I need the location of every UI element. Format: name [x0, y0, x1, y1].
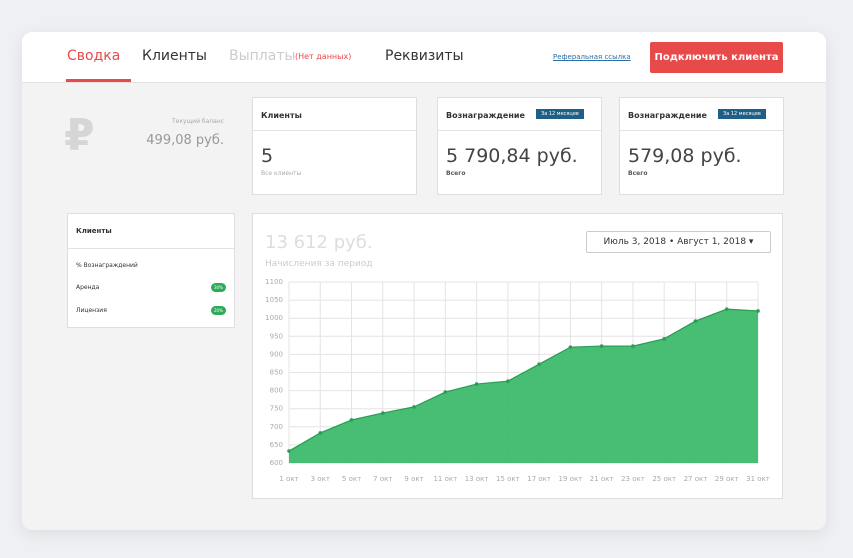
balance-label: Текущий баланс: [172, 118, 224, 125]
row-label: Лицензия: [76, 307, 107, 314]
x-tick-label: 19 окт: [559, 475, 583, 483]
y-tick-label: 750: [270, 405, 283, 413]
divider: [68, 248, 234, 249]
x-tick-label: 3 окт: [311, 475, 330, 483]
chart-panel: 13 612 руб. Начисления за период Июль 3,…: [252, 213, 783, 499]
card-caption: Всего: [446, 170, 466, 177]
y-tick-label: 850: [270, 369, 283, 377]
x-tick-label: 29 окт: [715, 475, 739, 483]
card-caption: Все клиенты: [261, 170, 302, 177]
point: [724, 307, 729, 311]
panel-subtitle: % Вознаграждений: [76, 262, 138, 269]
x-tick-label: 7 окт: [373, 475, 392, 483]
card-title: Вознаграждение: [628, 111, 707, 120]
point: [568, 345, 573, 349]
chart-subtitle: Начисления за период: [265, 259, 373, 269]
point: [474, 382, 479, 386]
point: [693, 319, 698, 323]
area: [289, 309, 758, 463]
row-badge: 30%: [211, 283, 226, 292]
card-value: 5: [261, 145, 274, 167]
tab[interactable]: Сводка: [67, 48, 121, 64]
divider: [253, 130, 416, 131]
divider: [438, 130, 601, 131]
card-badge: За 12 месяцев: [718, 109, 766, 119]
dropdown-arrow: ▾: [746, 237, 754, 247]
x-tick-label: 31 окт: [746, 475, 770, 483]
connect-button[interactable]: Подключить клиента: [650, 42, 783, 73]
ruble-icon: ₽: [64, 110, 95, 161]
row-badge: 20%: [211, 306, 226, 315]
y-tick-label: 1000: [265, 314, 283, 322]
x-tick-label: 21 окт: [590, 475, 614, 483]
x-tick-label: 9 окт: [404, 475, 423, 483]
point: [287, 449, 291, 453]
card-value: 579,08 руб.: [628, 145, 742, 167]
x-tick-label: 13 окт: [465, 475, 489, 483]
x-tick-label: 15 окт: [496, 475, 520, 483]
card-value: 5 790,84 руб.: [446, 145, 578, 167]
x-tick-label: 27 окт: [684, 475, 708, 483]
stat-card: Клиенты 5 Все клиенты: [252, 97, 417, 195]
tab-underline: [66, 79, 131, 82]
chart: 600 650 700 750 800 850 900 950 1000 1050 1100 1 ок…: [265, 278, 770, 483]
point: [599, 344, 604, 348]
line: [288, 308, 759, 452]
x-tick-label: 5 окт: [342, 475, 361, 483]
x-tick-label: 1 окт: [279, 475, 298, 483]
tab[interactable]: Клиенты: [142, 48, 207, 64]
x-tick-label: 23 окт: [621, 475, 645, 483]
row-label: Аренда: [76, 284, 100, 291]
point: [443, 390, 448, 394]
card-caption: Всего: [628, 170, 648, 177]
tab[interactable]: Реквизиты: [385, 48, 464, 64]
point: [662, 337, 666, 341]
panel-title: Клиенты: [76, 227, 112, 235]
point: [318, 431, 323, 435]
y-tick-label: 600: [270, 459, 283, 467]
app-window: Сводка Клиенты Выплаты (Нет данных) Рекв…: [22, 32, 826, 530]
y-tick-label: 1050: [265, 296, 283, 304]
y-tick-label: 900: [270, 350, 283, 358]
point: [756, 309, 760, 313]
stat-card: Вознаграждение За 12 месяцев 579,08 руб.…: [619, 97, 784, 195]
x-tick-label: 11 окт: [433, 475, 457, 483]
date-start: Июль 3, 2018: [603, 237, 667, 247]
card-badge: За 12 месяцев: [536, 109, 584, 119]
divider: [620, 130, 783, 131]
x-tick-label: 17 окт: [527, 475, 551, 483]
top-bar: Сводка Клиенты Выплаты (Нет данных) Рекв…: [22, 32, 826, 83]
no-data-note: (Нет данных): [295, 52, 352, 61]
y-tick-label: 950: [270, 332, 283, 340]
point: [506, 379, 510, 383]
side-panel: Клиенты % Вознаграждений Аренда 30% Лице…: [67, 213, 235, 328]
chart-title: 13 612 руб.: [265, 232, 373, 253]
x-tick-label: 25 окт: [652, 475, 676, 483]
referral-link[interactable]: Реферальная ссылка: [553, 53, 631, 61]
separator: •: [666, 237, 678, 247]
y-tick-label: 700: [270, 423, 283, 431]
y-tick-label: 1100: [265, 278, 283, 286]
date-end: Август 1, 2018: [677, 237, 747, 247]
stat-card: Вознаграждение За 12 месяцев 5 790,84 ру…: [437, 97, 602, 195]
point: [537, 362, 541, 366]
card-title: Вознаграждение: [446, 111, 525, 120]
point: [349, 418, 354, 422]
y-tick-label: 650: [270, 441, 283, 449]
tab[interactable]: Выплаты: [229, 48, 296, 64]
card-title: Клиенты: [261, 111, 302, 120]
balance-amount: 499,08 руб.: [146, 133, 224, 148]
point: [381, 411, 385, 415]
point: [631, 344, 635, 348]
date-picker[interactable]: Июль 3, 2018 • Август 1, 2018 ▾: [586, 231, 771, 253]
point: [412, 405, 416, 409]
y-tick-label: 800: [270, 387, 283, 395]
